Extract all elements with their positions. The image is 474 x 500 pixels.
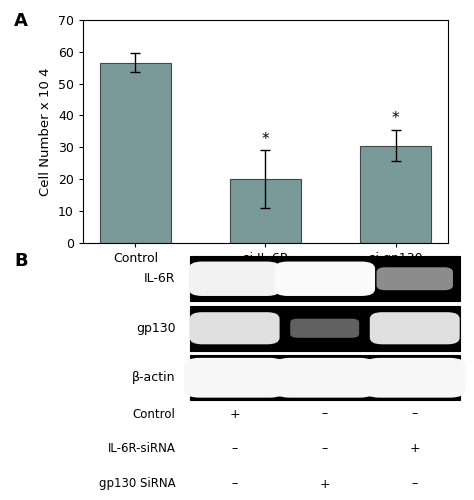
FancyBboxPatch shape (189, 262, 281, 296)
FancyBboxPatch shape (274, 358, 375, 398)
Text: A: A (14, 12, 28, 30)
FancyBboxPatch shape (370, 312, 460, 344)
Text: Control: Control (133, 408, 175, 420)
Text: *: * (262, 132, 269, 147)
Y-axis label: Cell Number x 10 4: Cell Number x 10 4 (39, 67, 52, 196)
Text: –: – (321, 408, 328, 420)
Text: –: – (231, 478, 238, 490)
FancyBboxPatch shape (274, 262, 375, 296)
Text: IL-6R-siRNA: IL-6R-siRNA (108, 442, 175, 456)
Text: –: – (411, 478, 418, 490)
Text: –: – (411, 408, 418, 420)
FancyBboxPatch shape (190, 312, 280, 344)
Text: β-actin: β-actin (132, 371, 175, 384)
FancyBboxPatch shape (184, 358, 285, 398)
FancyBboxPatch shape (376, 268, 453, 290)
Bar (100, 63, 171, 242)
Text: gp130: gp130 (136, 322, 175, 335)
Bar (190, 355, 460, 400)
Text: gp130 SiRNA: gp130 SiRNA (99, 478, 175, 490)
Text: *: * (392, 112, 400, 126)
Bar (230, 179, 301, 242)
Text: –: – (321, 442, 328, 456)
Text: IL-6R: IL-6R (144, 272, 175, 285)
Bar (190, 256, 460, 301)
Text: –: – (231, 442, 238, 456)
Bar (190, 306, 460, 351)
FancyBboxPatch shape (364, 358, 465, 398)
Text: +: + (229, 408, 240, 420)
Text: +: + (410, 442, 420, 456)
FancyBboxPatch shape (290, 318, 359, 338)
Text: B: B (14, 252, 28, 270)
Bar (360, 146, 431, 242)
Text: +: + (319, 478, 330, 490)
